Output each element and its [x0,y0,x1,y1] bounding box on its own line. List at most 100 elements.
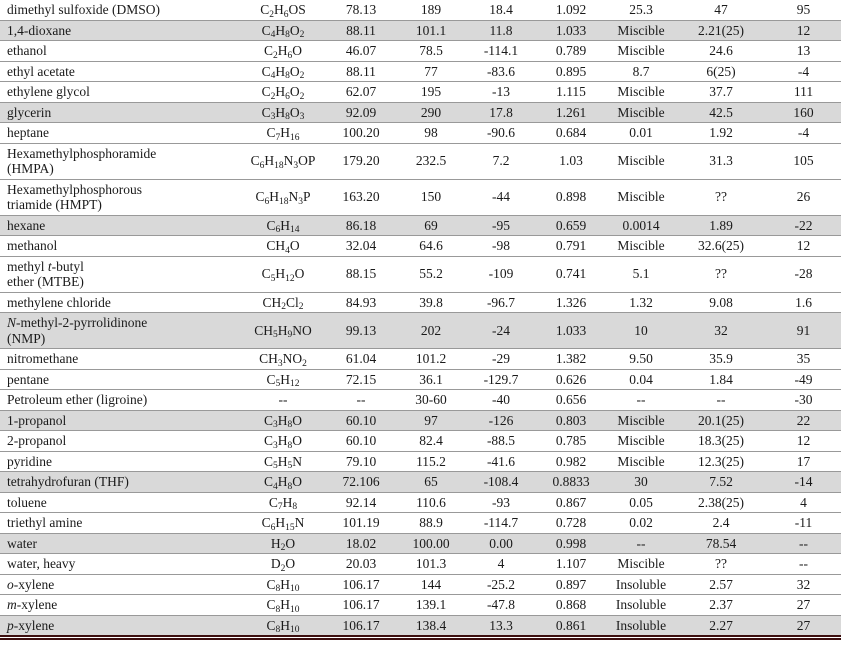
value-cell: -11 [766,512,841,533]
value-cell: 95 [796,2,811,17]
value-cell: 91 [766,312,841,349]
value-cell: 0.791 [536,235,606,256]
solvent-name-cell: water [0,532,240,554]
value-cell: 31.3 [676,142,766,179]
formula-cell: C2H6O [240,40,326,61]
value-cell: 12 [766,235,841,256]
value-cell: Miscible [606,178,676,215]
solvent-name-cell: 1,4-dioxane [0,19,240,41]
solvent-name-cell: 1-propanol [0,409,240,431]
formula-cell: C4H8O2 [240,60,326,82]
value-cell: 2.37 [676,594,766,615]
value-cell: 12 [766,430,841,451]
value-cell: 99.13 [326,312,396,349]
value-cell: 32 [676,312,766,349]
value-cell: 189 [420,2,442,17]
value-cell: 9.50 [606,348,676,369]
solvent-name-cell: Petroleum ether (ligroine) [0,389,240,410]
solvent-name-cell: toluene [0,491,240,513]
formula-cell: C8H10 [240,573,326,595]
formula-cell: C7H16 [240,122,326,143]
value-cell: -24 [466,312,536,349]
value-cell: 1.84 [676,368,766,390]
value-cell: 0.05 [606,491,676,513]
value-cell: 1.107 [536,553,606,574]
solvent-name-cell: water, heavy [0,553,240,574]
solvent-name-cell: Hexamethylphosphorous triamide (HMPT) [0,178,240,215]
value-cell: 98 [396,122,466,143]
table-row: tetrahydrofuran (THF) C4H8O 72.106 65 -108.4… [0,471,841,492]
table-row: methanol CH4O 32.04 64.6 -98 0.791 Miscible 32.… [0,235,841,256]
value-cell: -95 [466,214,536,236]
value-cell: -40 [466,389,536,410]
value-cell: 84.93 [326,291,396,313]
value-cell: 61.04 [326,348,396,369]
value-cell: 0.867 [536,491,606,513]
value-cell: Miscible [606,409,676,431]
value-cell: -114.7 [466,512,536,533]
value-cell: 18.3(25) [676,430,766,451]
value-cell: 88.15 [326,255,396,292]
value-cell: 4 [466,553,536,574]
value-cell: 6(25) [676,60,766,82]
value-cell: Insoluble [606,594,676,615]
value-cell: 1.03 [536,142,606,179]
formula-cell: C4H8O [240,471,326,492]
value-cell: 7.2 [466,142,536,179]
table-row: dimethyl sulfoxide (DMSO) C2H6OS 78.13 189 1… [0,0,841,20]
value-cell: -- [606,389,676,410]
value-cell: 97 [396,409,466,431]
value-cell: 0.02 [606,512,676,533]
value-cell: -88.5 [466,430,536,451]
value-cell: 150 [396,178,466,215]
value-cell: 0.684 [536,122,606,143]
value-cell: 32.6(25) [676,235,766,256]
value-cell: 138.4 [396,614,466,638]
value-cell: 92.14 [326,491,396,513]
solvent-name-cell: hexane [0,214,240,236]
value-cell: ?? [676,553,766,574]
value-cell: 2.21(25) [676,19,766,41]
value-cell: 0.626 [536,368,606,390]
table-row: methyl t-butyl ether (MTBE) C5H12O 88.15 55.… [0,255,841,292]
value-cell: 32.04 [326,235,396,256]
value-cell: 0.785 [536,430,606,451]
table-row: 1-propanol C3H8O 60.10 97 -126 0.803 Miscible 2… [0,409,841,431]
value-cell: 78.13 [345,2,377,17]
value-cell: 106.17 [326,594,396,615]
value-cell: -30 [766,389,841,410]
formula-cell: C3H8O [240,430,326,451]
solvent-name-cell: methylene chloride [0,291,240,313]
formula-cell: C4H8O2 [240,19,326,41]
value-cell: 4 [766,491,841,513]
value-cell: 101.1 [396,19,466,41]
table-row: pyridine C5H5N 79.10 115.2 -41.6 0.982 Miscibl… [0,450,841,472]
value-cell: 0.861 [536,614,606,638]
formula-cell: H2O [240,532,326,554]
value-cell: 0.895 [536,60,606,82]
value-cell: 92.09 [326,101,396,123]
solvent-name-cell: methanol [0,235,240,256]
solvent-name-cell: m-xylene [0,594,240,615]
formula-cell: CH4O [240,235,326,256]
value-cell: 0.659 [536,214,606,236]
value-cell: 32 [766,573,841,595]
solvent-name-cell: o-xylene [0,573,240,595]
value-cell: 7.52 [676,471,766,492]
value-cell: -14 [766,471,841,492]
value-cell: 65 [396,471,466,492]
value-cell: 2.27 [676,614,766,638]
value-cell: 0.04 [606,368,676,390]
solvent-name-cell: glycerin [0,101,240,123]
value-cell: 111 [766,81,841,102]
value-cell: 1.326 [536,291,606,313]
value-cell: 25.3 [629,2,653,17]
value-cell: 26 [766,178,841,215]
value-cell: 11.8 [466,19,536,41]
solvent-name-cell: dimethyl sulfoxide (DMSO) [7,2,160,17]
value-cell: -126 [466,409,536,431]
solvent-name-cell: nitromethane [0,348,240,369]
value-cell: 0.982 [536,450,606,472]
table-row: Hexamethylphosphoramide (HMPA) C6H18N3OP 17… [0,142,841,179]
